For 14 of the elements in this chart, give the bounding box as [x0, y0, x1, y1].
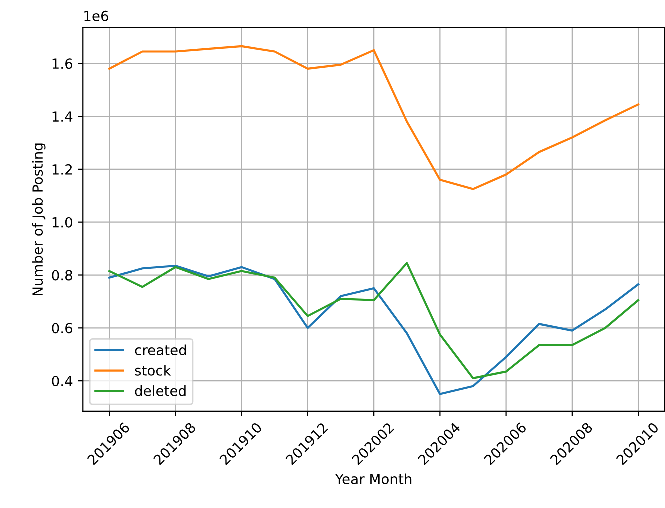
legend-label: created [135, 344, 186, 356]
line-series [108, 45, 640, 190]
y-tick-label: 0.8 [52, 270, 72, 281]
x-axis-title: Year Month [335, 474, 412, 485]
y-tick-label: 1.6 [52, 58, 73, 70]
y-tick-label: 1.0 [52, 217, 72, 228]
text: 1e6 [84, 10, 108, 22]
y-tick-label: 0.4 [52, 376, 73, 387]
y-axis-title: Number of Job Posting [32, 144, 46, 296]
y-tick-label: 1.4 [52, 112, 73, 122]
legend-label: deleted [135, 386, 186, 396]
y-tick-label: 1.2 [52, 164, 72, 175]
y-tick-label: 0.6 [52, 323, 73, 334]
legend-label: stock [135, 365, 172, 376]
